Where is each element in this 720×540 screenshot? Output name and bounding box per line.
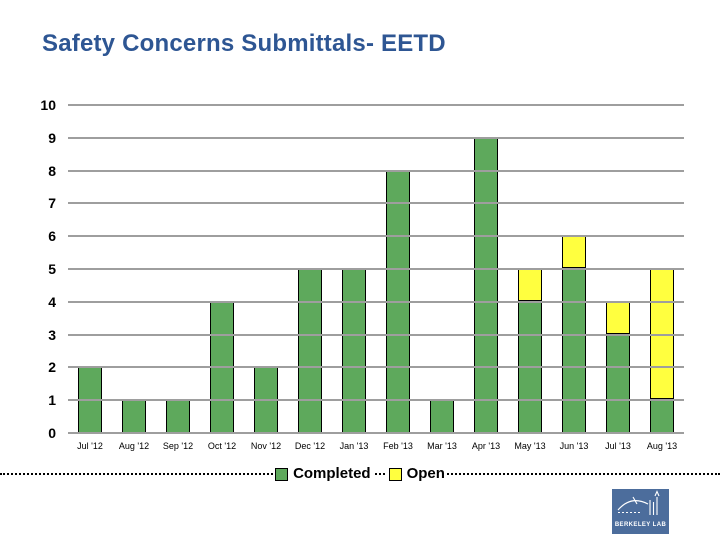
bar-completed-segment — [607, 333, 629, 432]
bar-Aug13 — [650, 269, 674, 433]
bar-completed-segment — [651, 398, 673, 432]
gridline — [68, 235, 684, 237]
x-axis-tick-label: Feb '13 — [383, 441, 413, 451]
logo-background — [612, 489, 669, 534]
y-axis-tick-label: 7 — [48, 195, 56, 211]
gridline — [68, 366, 684, 368]
gridline — [68, 334, 684, 336]
y-axis-tick-label: 4 — [48, 294, 56, 310]
y-axis-tick-label: 9 — [48, 130, 56, 146]
legend-item-completed: Completed — [273, 465, 373, 483]
legend-swatch-open — [388, 467, 402, 481]
x-axis-tick-label: Apr '13 — [471, 441, 501, 451]
x-axis-tick-label: Oct '12 — [207, 441, 237, 451]
bar-Apr13 — [474, 138, 498, 433]
bar-completed-segment — [563, 267, 585, 432]
x-axis-tick-label: Jul '13 — [605, 441, 631, 451]
x-axis-tick-label: May '13 — [514, 441, 546, 451]
y-axis-tick-label: 3 — [48, 327, 56, 343]
gridline — [68, 104, 684, 106]
gridline — [68, 301, 684, 303]
bar-Aug12 — [122, 400, 146, 433]
gridline — [68, 137, 684, 139]
y-axis-tick-label: 0 — [48, 425, 56, 441]
x-axis-tick-label: Jun '13 — [559, 441, 589, 451]
bar-May13 — [518, 269, 542, 433]
y-axis-tick-label: 2 — [48, 359, 56, 375]
x-axis-tick-label: Jan '13 — [339, 441, 369, 451]
y-axis-tick-label: 10 — [40, 97, 56, 113]
y-axis-tick-label: 5 — [48, 261, 56, 277]
bar-Dec12 — [298, 269, 322, 433]
x-axis-tick-label: Jul '12 — [77, 441, 103, 451]
gridline — [68, 399, 684, 401]
logo-dome-icon — [617, 500, 649, 511]
y-axis-tick-label: 8 — [48, 163, 56, 179]
x-axis-tick-label: Aug '13 — [646, 441, 678, 451]
gridline — [68, 268, 684, 270]
legend-swatch-completed — [275, 467, 289, 481]
y-axis-tick-label: 6 — [48, 228, 56, 244]
chart-legend: Completed Open — [0, 464, 720, 484]
x-axis-tick-label: Dec '12 — [294, 441, 326, 451]
logo-text: BERKELEY LAB — [615, 522, 667, 528]
gridline — [68, 170, 684, 172]
chart-title: Safety Concerns Submittals- EETD — [42, 30, 446, 57]
legend-label: Open — [406, 465, 445, 482]
gridline — [68, 432, 684, 434]
x-axis-tick-label: Aug '12 — [118, 441, 150, 451]
x-axis-tick-label: Mar '13 — [427, 441, 457, 451]
y-axis-tick-label: 1 — [48, 392, 56, 408]
legend-label: Completed — [293, 465, 371, 482]
bar-Jan13 — [342, 269, 366, 433]
x-axis-tick-label: Nov '12 — [250, 441, 282, 451]
gridline — [68, 202, 684, 204]
bar-Sep12 — [166, 400, 190, 433]
legend-item-open: Open — [386, 465, 447, 483]
x-axis-tick-label: Sep '12 — [162, 441, 194, 451]
bar-Mar13 — [430, 400, 454, 433]
berkeley-lab-logo: BERKELEY LAB — [612, 489, 669, 534]
